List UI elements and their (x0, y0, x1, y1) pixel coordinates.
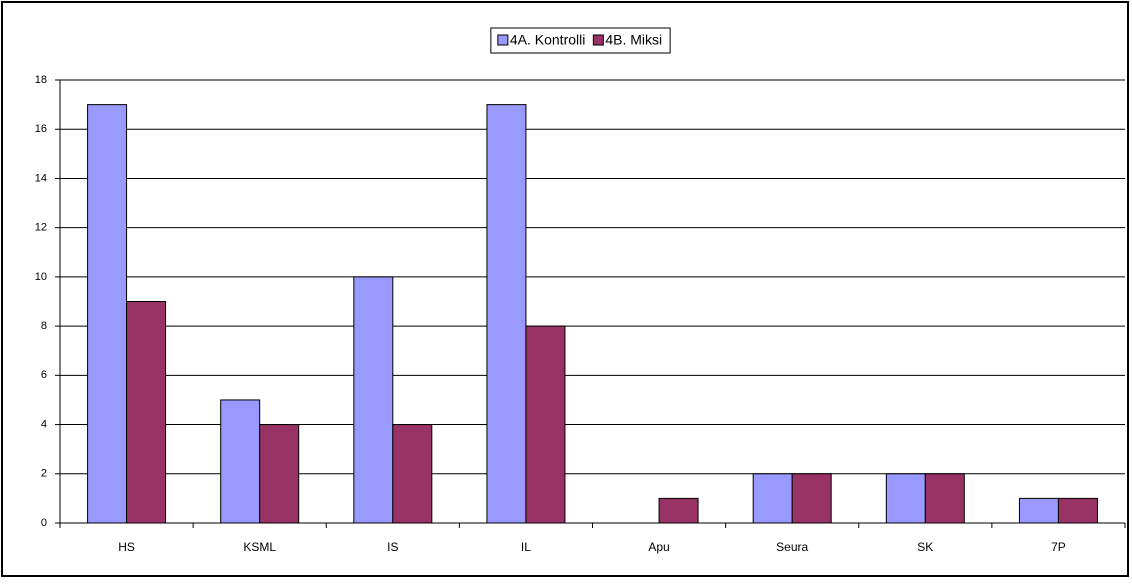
y-tick-label: 4 (41, 418, 47, 430)
bar (1057, 497, 1098, 524)
y-tick-label: 10 (35, 271, 47, 283)
x-tick-label: SK (917, 540, 933, 554)
bar (525, 325, 566, 524)
y-tick-label: 16 (35, 123, 47, 135)
bar (791, 473, 832, 524)
y-tick-label: 14 (35, 172, 47, 184)
x-tick-label: KSML (243, 540, 276, 554)
bar (658, 497, 699, 524)
bar (924, 473, 965, 524)
bar (1018, 497, 1059, 524)
bar (392, 424, 433, 524)
bar (126, 301, 167, 524)
y-tick-label: 6 (41, 369, 47, 381)
y-tick-label: 2 (41, 468, 47, 480)
x-tick-label: IS (387, 540, 398, 554)
bar (752, 473, 793, 524)
y-tick-label: 18 (35, 74, 47, 86)
x-tick-label: HS (118, 540, 135, 554)
bar (220, 399, 261, 524)
legend (490, 27, 671, 54)
bar (259, 424, 300, 524)
legend-swatch (497, 34, 509, 46)
x-tick-label: IL (521, 540, 531, 554)
legend-label: 4B. Miksi (605, 32, 662, 48)
y-tick-label: 8 (41, 320, 47, 332)
x-tick-label: Seura (776, 540, 808, 554)
bar (486, 104, 527, 524)
x-tick-label: Apu (648, 540, 669, 554)
bar (885, 473, 926, 524)
bar (353, 276, 394, 524)
x-tick-label: 7P (1051, 540, 1066, 554)
legend-swatch (592, 34, 604, 46)
bar (87, 104, 128, 524)
legend-label: 4A. Kontrolli (510, 32, 585, 48)
y-tick-label: 0 (41, 517, 47, 529)
y-tick-label: 12 (35, 222, 47, 234)
